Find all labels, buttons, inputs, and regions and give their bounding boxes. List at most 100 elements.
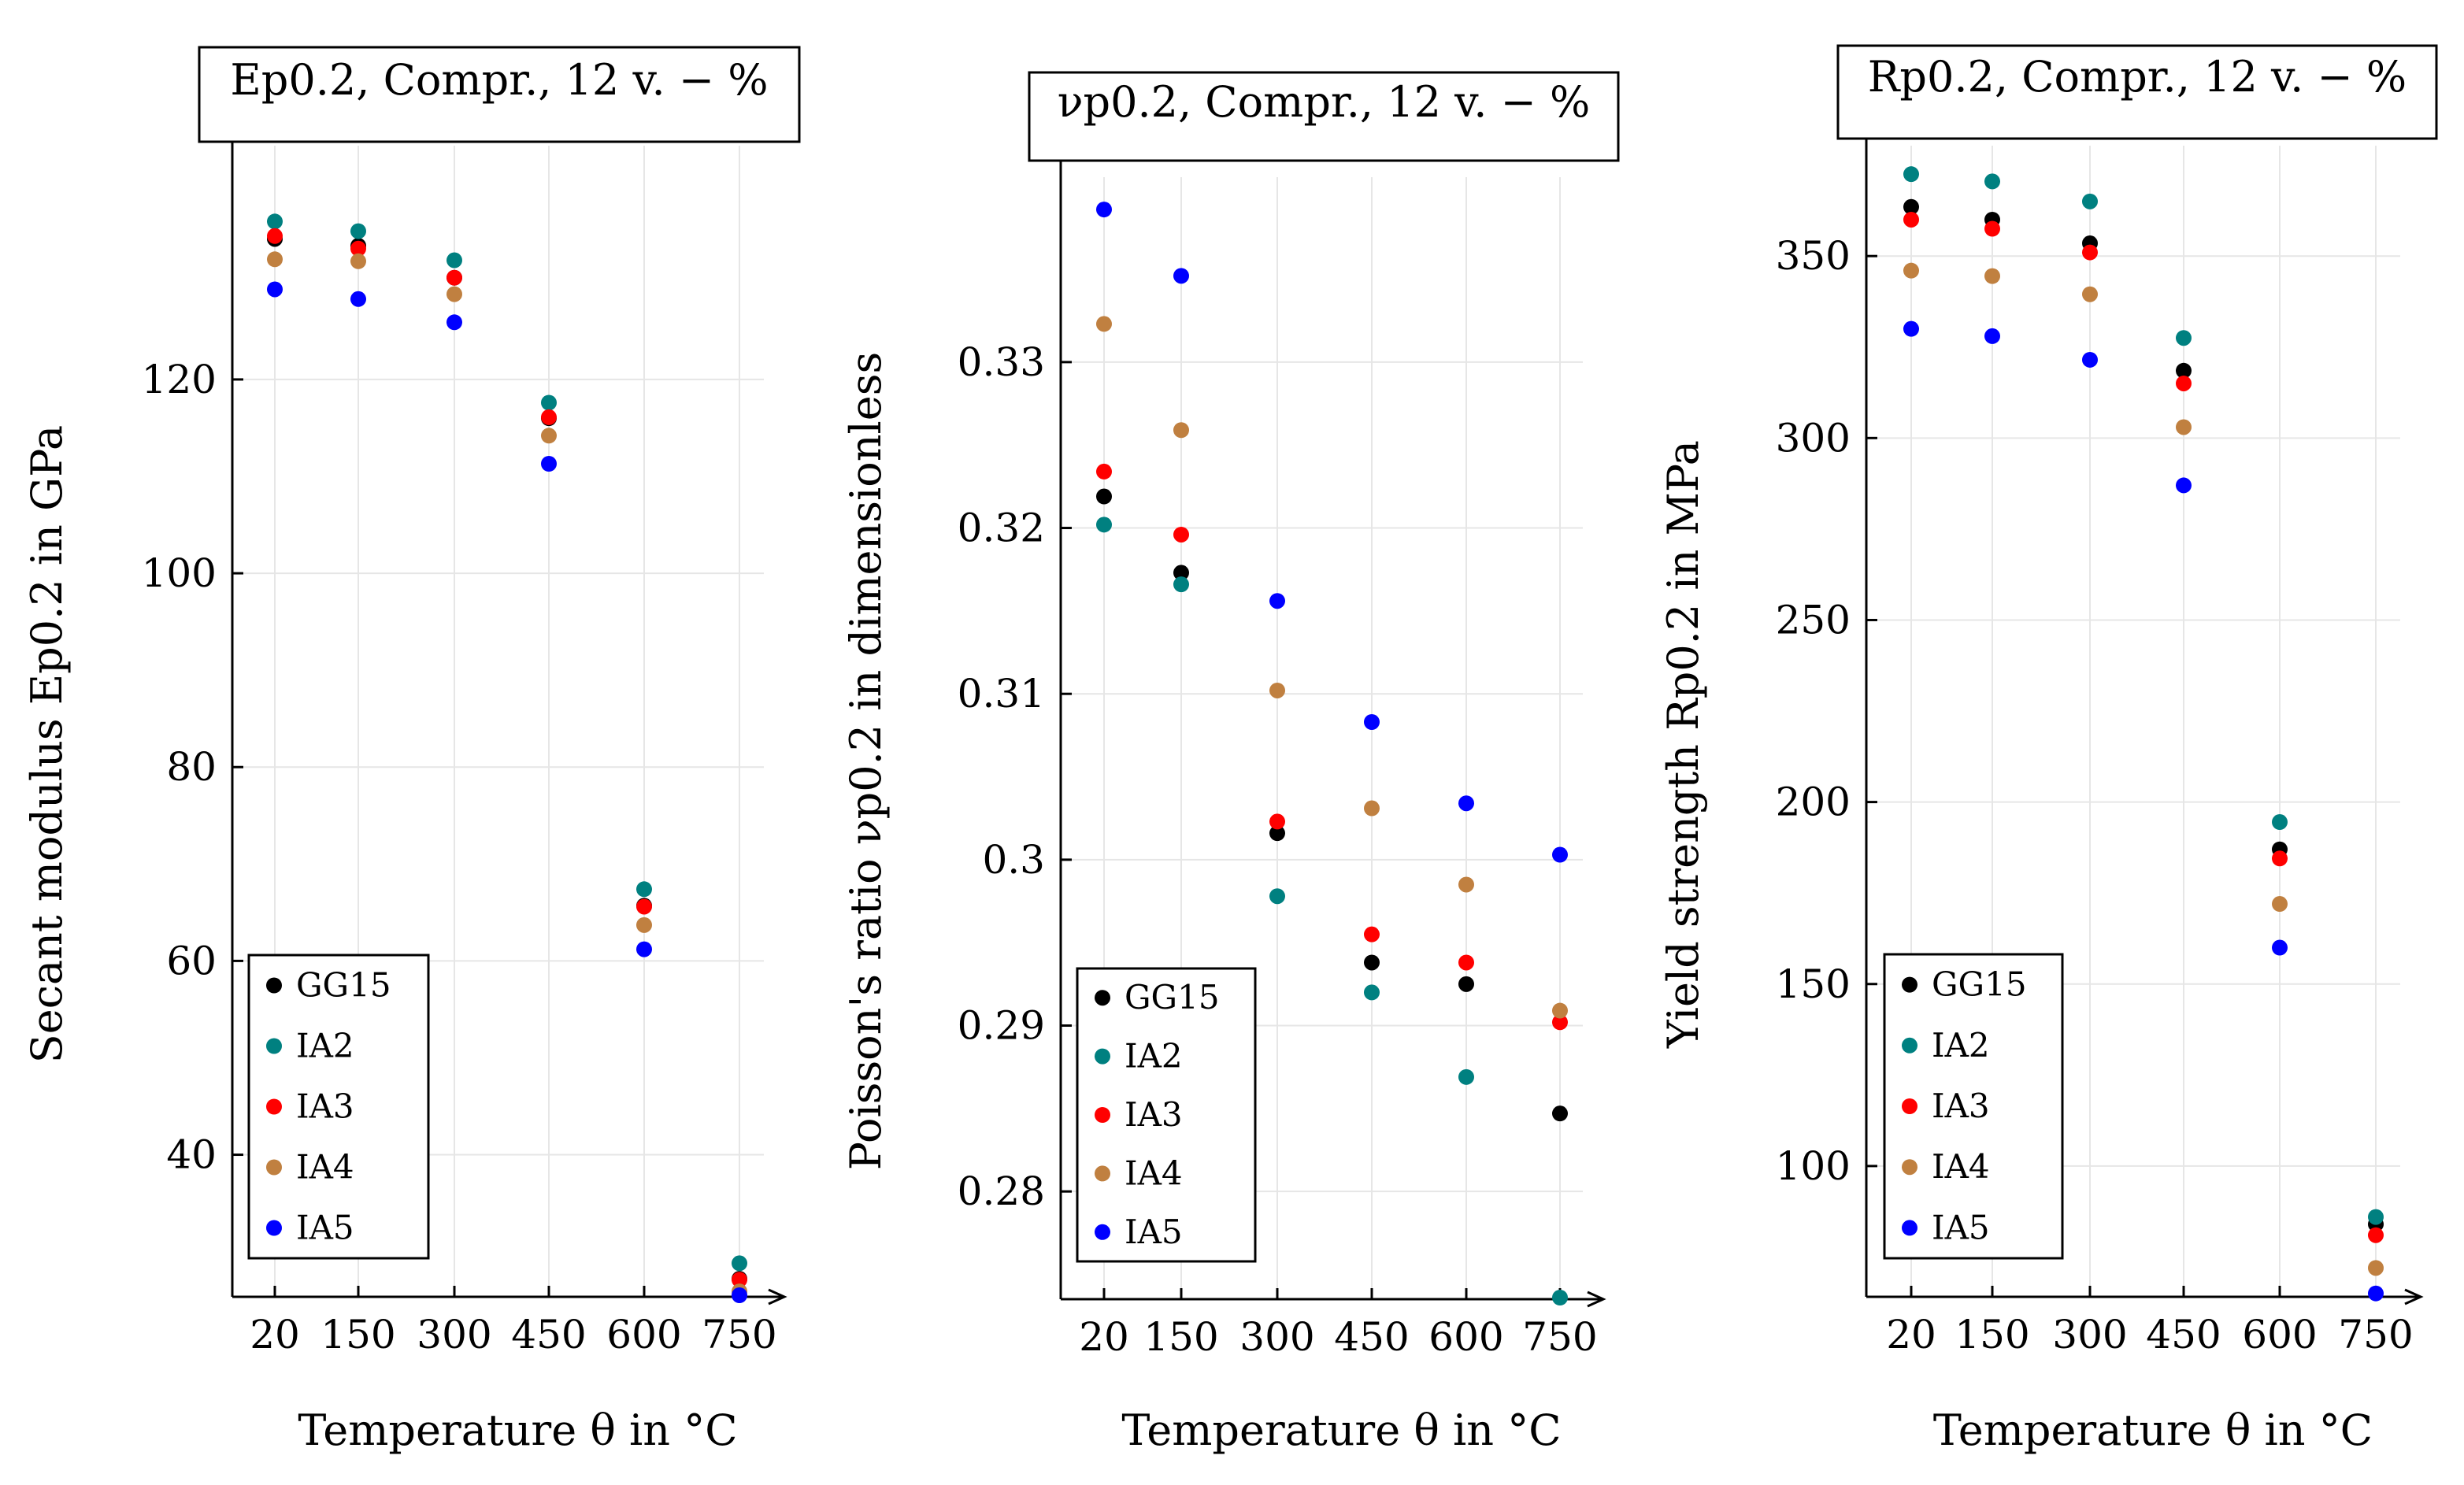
- data-point-ia4: [2082, 286, 2098, 302]
- legend-label-ia3: IA3: [1125, 1095, 1183, 1134]
- data-point-ia3: [350, 240, 366, 257]
- y-tick-label: 60: [166, 938, 217, 983]
- data-point-ia3: [446, 269, 462, 286]
- data-point-ia5: [732, 1287, 747, 1303]
- y-axis-label-yield-strength: Yield strength Rp0.2 in MPa: [1658, 440, 1708, 1049]
- data-point-ia3: [1552, 1014, 1568, 1031]
- data-point-ia2: [1364, 984, 1380, 1001]
- x-tick-label: 450: [1334, 1314, 1409, 1360]
- data-point-ia2: [1903, 166, 1919, 183]
- y-tick-label: 300: [1776, 415, 1851, 461]
- x-tick-label: 300: [1239, 1314, 1314, 1360]
- legend-marker-ia2: [1902, 1037, 1917, 1054]
- x-tick-label: 20: [1079, 1314, 1129, 1360]
- data-point-ia5: [1364, 714, 1380, 731]
- chart-title-box: [1836, 44, 2438, 140]
- data-point-ia4: [1269, 682, 1285, 698]
- data-point-ia2: [1173, 576, 1189, 593]
- legend-marker-gg15: [1902, 976, 1917, 993]
- y-tick-label: 250: [1776, 597, 1851, 643]
- data-point-gg15: [1269, 825, 1285, 842]
- data-point-ia2: [350, 223, 366, 239]
- y-tick-label: 0.33: [958, 339, 1045, 385]
- data-point-ia3: [1173, 526, 1189, 543]
- data-point-ia3: [2368, 1227, 2384, 1243]
- legend-label-ia3: IA3: [296, 1087, 354, 1126]
- data-point-ia3: [1096, 463, 1112, 480]
- chart-panel-poissons-ratio: 20 150 300 450 600 750 0.28 0.29 0.3 0.31 0.32 0.33…: [841, 71, 1620, 1455]
- data-point-ia2: [2176, 330, 2192, 346]
- data-point-ia5: [1096, 202, 1112, 218]
- y-tick-label: 150: [1776, 961, 1851, 1007]
- x-axis-arrow: [2404, 1288, 2424, 1305]
- data-point-ia2: [1269, 888, 1285, 905]
- data-point-ia5: [2272, 939, 2288, 956]
- x-tick-label: 750: [2338, 1312, 2413, 1357]
- data-point-ia2: [267, 213, 283, 230]
- data-point-ia3: [267, 228, 283, 244]
- data-point-gg15: [1903, 198, 1919, 215]
- data-point-ia4: [267, 251, 283, 268]
- legend-label-ia2: IA2: [1932, 1026, 1990, 1065]
- data-point-ia5: [350, 291, 366, 307]
- chart-title: νp0.2, Compr., 12 v. − %: [1058, 77, 1591, 127]
- legend-marker-ia4: [1902, 1159, 1917, 1176]
- data-point-ia2: [732, 1255, 747, 1272]
- data-point-ia3: [2082, 244, 2098, 261]
- data-point-ia4: [1552, 1002, 1568, 1019]
- y-tick-label: 0.3: [982, 837, 1045, 883]
- legend-label-gg15: GG15: [296, 966, 391, 1005]
- data-point-ia4: [1096, 316, 1112, 332]
- legend-marker-gg15: [1095, 990, 1110, 1006]
- data-point-ia3: [732, 1272, 747, 1288]
- data-point-ia3: [1364, 926, 1380, 942]
- x-tick-label: 750: [1522, 1314, 1597, 1360]
- data-point-ia4: [2272, 896, 2288, 913]
- x-tick-label: 300: [2052, 1312, 2127, 1357]
- data-point-ia5: [446, 314, 462, 331]
- y-tick-label: 100: [1776, 1143, 1851, 1189]
- data-point-ia2: [541, 394, 557, 411]
- legend-marker-ia2: [1095, 1048, 1110, 1065]
- x-tick-label: 450: [511, 1312, 586, 1357]
- legend-label-ia2: IA2: [1125, 1037, 1183, 1076]
- data-point-gg15: [1173, 565, 1189, 581]
- y-axis-label-secant-modulus: Secant modulus Ep0.2 in GPa: [22, 425, 72, 1064]
- legend-label-ia4: IA4: [1125, 1154, 1183, 1192]
- data-point-ia5: [2082, 351, 2098, 368]
- y-tick-label: 350: [1776, 233, 1851, 279]
- data-point-ia4: [1984, 268, 2000, 284]
- data-point-gg15: [1458, 976, 1474, 992]
- data-point-ia2: [1458, 1068, 1474, 1085]
- legend-label-ia5: IA5: [296, 1209, 354, 1247]
- data-point-ia4: [1458, 876, 1474, 893]
- data-point-gg15: [1552, 1105, 1568, 1122]
- data-point-ia4: [1903, 262, 1919, 279]
- chart-title-box: [198, 46, 801, 143]
- data-point-ia2: [2082, 193, 2098, 209]
- data-point-gg15: [1364, 954, 1380, 971]
- data-point-gg15: [2176, 362, 2192, 379]
- y-tick-label: 0.31: [958, 671, 1045, 717]
- x-axis-arrow: [768, 1288, 787, 1305]
- data-point-ia4: [541, 428, 557, 444]
- data-point-ia3: [541, 409, 557, 425]
- data-point-ia2: [1552, 1290, 1568, 1305]
- data-point-ia5: [1903, 320, 1919, 337]
- legend-label-ia5: IA5: [1125, 1213, 1183, 1251]
- x-axis-arrow: [1587, 1291, 1606, 1308]
- legend-label-gg15: GG15: [1125, 978, 1220, 1017]
- data-point-ia3: [2176, 375, 2192, 391]
- y-tick-label: 80: [166, 744, 217, 790]
- x-axis-label: Temperature θ in °C: [298, 1405, 737, 1455]
- data-point-ia5: [1552, 846, 1568, 863]
- data-point-ia5: [1984, 328, 2000, 344]
- x-tick-label: 150: [321, 1312, 395, 1357]
- legend-marker-ia2: [266, 1038, 282, 1054]
- data-point-ia4: [1173, 422, 1189, 439]
- x-tick-label: 600: [1428, 1314, 1503, 1360]
- legend-marker-ia4: [266, 1159, 282, 1176]
- data-point-ia4: [1364, 800, 1380, 817]
- data-point-ia5: [2176, 477, 2192, 494]
